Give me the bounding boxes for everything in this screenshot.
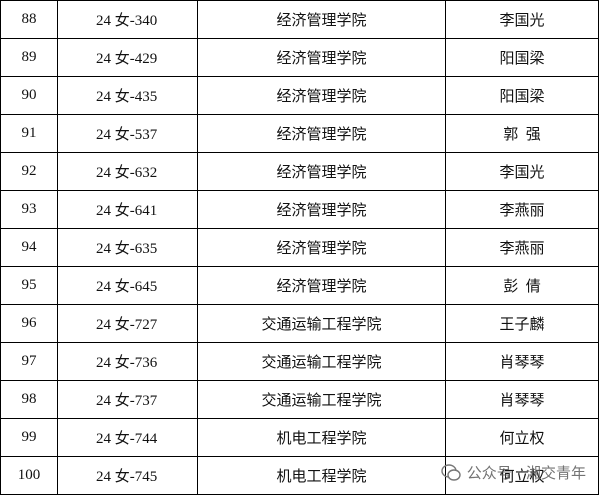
college: 机电工程学院 [197,456,446,495]
college: 经济管理学院 [197,190,446,229]
dorm-number: 24 女-727 [57,304,198,343]
college: 机电工程学院 [197,418,446,457]
table-row: 100 24 女-745 机电工程学院 何立权 [0,456,599,495]
row-number: 92 [0,152,58,191]
table-row: 88 24 女-340 经济管理学院 李国光 [0,0,599,39]
table-row: 98 24 女-737 交通运输工程学院 肖琴琴 [0,380,599,419]
dorm-number: 24 女-745 [57,456,198,495]
table-row: 92 24 女-632 经济管理学院 李国光 [0,152,599,191]
dorm-number: 24 女-744 [57,418,198,457]
dorm-number: 24 女-429 [57,38,198,77]
row-number: 91 [0,114,58,153]
wechat-icon [440,463,461,481]
college: 经济管理学院 [197,0,446,39]
table-row: 89 24 女-429 经济管理学院 阳国梁 [0,38,599,77]
table-row: 99 24 女-744 机电工程学院 何立权 [0,418,599,457]
dorm-number: 24 女-645 [57,266,198,305]
row-number: 100 [0,456,58,495]
person-name: 郭 强 [445,114,599,153]
person-name: 阳国梁 [445,76,599,115]
college: 交通运输工程学院 [197,304,446,343]
row-number: 99 [0,418,58,457]
row-number: 93 [0,190,58,229]
college: 经济管理学院 [197,114,446,153]
college: 经济管理学院 [197,76,446,115]
dorm-number: 24 女-736 [57,342,198,381]
watermark-text: 公众号 · 湘交青年 [466,464,586,482]
person-name: 何立权 [445,456,599,495]
dorm-number: 24 女-641 [57,190,198,229]
dorm-number: 24 女-737 [57,380,198,419]
college: 经济管理学院 [197,152,446,191]
person-name: 何立权 [445,418,599,457]
person-name: 肖琴琴 [445,380,599,419]
person-name: 李燕丽 [445,190,599,229]
dorm-number: 24 女-435 [57,76,198,115]
college: 经济管理学院 [197,228,446,267]
row-number: 98 [0,380,58,419]
person-name: 李国光 [445,152,599,191]
row-number: 89 [0,38,58,77]
table-row: 91 24 女-537 经济管理学院郭 强 [0,114,599,153]
college: 经济管理学院 [197,38,446,77]
college: 交通运输工程学院 [197,380,446,419]
table-row: 96 24 女-727 交通运输工程学院 王子麟 [0,304,599,343]
table-row: 97 24 女-736 交通运输工程学院 肖琴琴 [0,342,599,381]
row-number: 94 [0,228,58,267]
person-name: 阳国梁 [445,38,599,77]
table-row: 95 24 女-645 经济管理学院彭 倩 [0,266,599,305]
watermark: 公众号 · 湘交青年 [440,462,586,483]
table-row: 93 24 女-641 经济管理学院 李燕丽 [0,190,599,229]
person-name: 肖琴琴 [445,342,599,381]
row-number: 88 [0,0,58,39]
college: 交通运输工程学院 [197,342,446,381]
row-number: 90 [0,76,58,115]
row-number: 97 [0,342,58,381]
dorm-number: 24 女-632 [57,152,198,191]
table-row: 90 24 女-435 经济管理学院 阳国梁 [0,76,599,115]
person-name: 李燕丽 [445,228,599,267]
person-name: 彭 倩 [445,266,599,305]
dorm-number: 24 女-340 [57,0,198,39]
person-name: 李国光 [445,0,599,39]
dorm-number: 24 女-537 [57,114,198,153]
dorm-number: 24 女-635 [57,228,198,267]
college: 经济管理学院 [197,266,446,305]
person-name: 王子麟 [445,304,599,343]
row-number: 96 [0,304,58,343]
table-row: 94 24 女-635 经济管理学院 李燕丽 [0,228,599,267]
row-number: 95 [0,266,58,305]
